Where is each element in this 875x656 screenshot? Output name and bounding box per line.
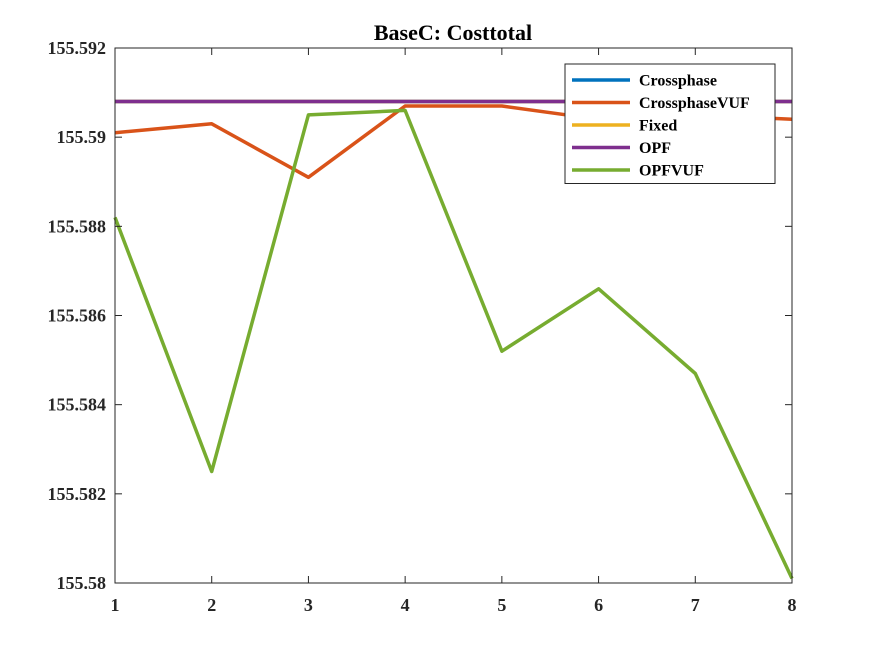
legend-label-opf: OPF	[639, 140, 671, 157]
legend: Crossphase CrossphaseVUF Fixed OPF OPFVUF	[564, 63, 776, 184]
x-tick-label: 8	[788, 595, 797, 615]
legend-label-opfvuf: OPFVUF	[639, 163, 704, 180]
chart-title: BaseC: Costtotal	[374, 20, 532, 45]
x-tick-label: 1	[111, 595, 120, 615]
y-tick-label: 155.592	[48, 38, 107, 58]
legend-label-fixed: Fixed	[639, 118, 677, 135]
series-line-opfvuf	[113, 108, 794, 580]
y-tick-label: 155.582	[48, 484, 107, 504]
axes-layer: 1 2 3 4 5 6 7 8 155.58 155.582 155.584 155.586 155.5…	[48, 38, 797, 615]
y-tick-label: 155.584	[48, 395, 107, 415]
legend-label-crossphase: Crossphase	[639, 73, 717, 90]
x-tick-label: 6	[594, 595, 603, 615]
y-tick-label: 155.586	[48, 306, 107, 326]
y-tick-label: 155.58	[57, 573, 107, 593]
y-tick-label: 155.588	[48, 216, 107, 236]
x-tick-label: 4	[401, 595, 410, 615]
x-tick-label: 3	[304, 595, 313, 615]
x-tick-label: 7	[691, 595, 700, 615]
y-tick-label: 155.59	[57, 127, 107, 147]
x-tick-label: 5	[497, 595, 506, 615]
legend-label-crossphasevuf: CrossphaseVUF	[639, 95, 750, 112]
x-tick-label: 2	[207, 595, 216, 615]
